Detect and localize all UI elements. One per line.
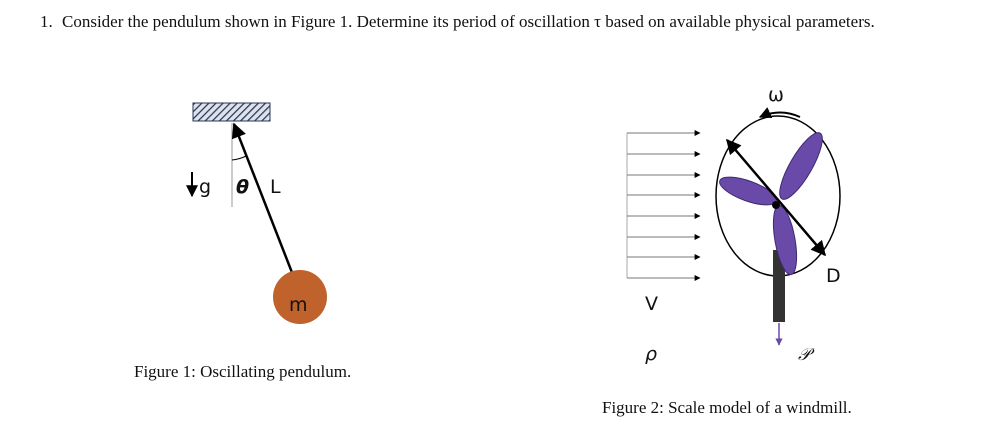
blades [719,132,823,276]
pendulum-rod [231,122,303,295]
velocity-label: V [645,293,658,315]
power-label: 𝒫 [798,345,815,364]
length-label: L [270,176,281,198]
question-number: 1. [40,12,53,31]
figure-1-caption: Figure 1: Oscillating pendulum. [134,362,351,381]
angle-arc [231,155,247,161]
omega-label: ω [768,84,784,106]
velocity-arrows [627,130,701,281]
hub [772,201,780,209]
gravity-label: g [199,176,211,198]
angle-label: θ [236,176,249,198]
figure-2: V ρ D ω 𝒫 Figure 2: Scale model of a win… [602,84,852,417]
density-label: ρ [645,343,657,365]
tower [773,250,785,322]
mass-label: m [289,294,308,316]
diameter-arrow [726,138,826,257]
bob [273,270,327,324]
rotation-arrow [758,107,801,119]
ceiling [192,102,271,122]
figure-2-caption: Figure 2: Scale model of a windmill. [602,398,852,417]
question-text: Consider the pendulum shown in Figure 1.… [62,12,875,31]
figure-1: g θ L m Figure 1: Oscillating pendulum. [134,102,351,381]
diameter-label: D [826,265,841,287]
